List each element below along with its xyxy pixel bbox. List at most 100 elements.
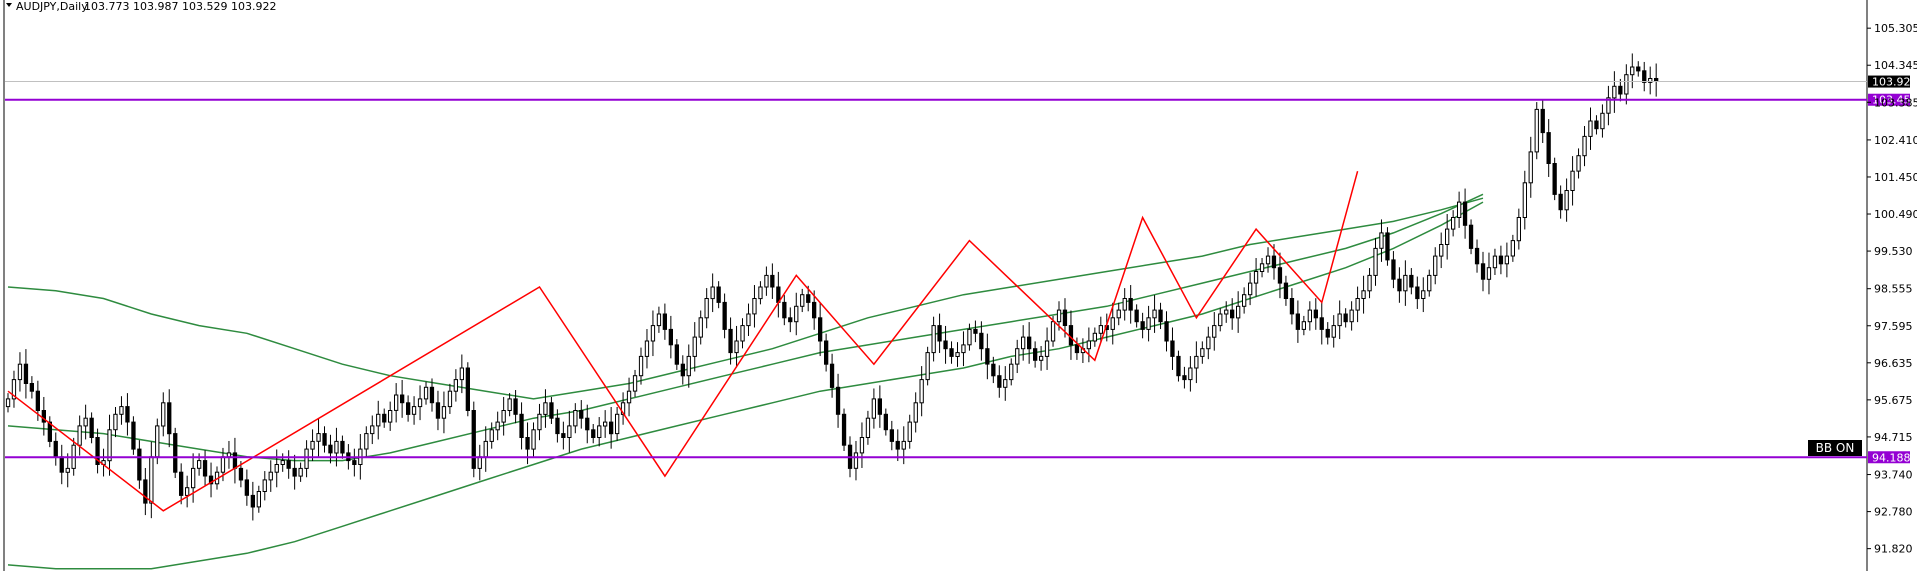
candle-body bbox=[1409, 274, 1414, 288]
candle-body bbox=[137, 448, 142, 481]
candle-body bbox=[501, 410, 506, 423]
candle bbox=[1253, 258, 1259, 297]
candle bbox=[1588, 107, 1593, 150]
candle-body bbox=[83, 417, 88, 427]
collapse-triangle-icon[interactable] bbox=[6, 3, 12, 7]
candle bbox=[1194, 341, 1199, 384]
candle-body bbox=[567, 425, 572, 438]
candle-body bbox=[1528, 151, 1533, 184]
candle bbox=[406, 395, 411, 422]
candle bbox=[794, 292, 799, 336]
candle-body bbox=[1439, 244, 1444, 257]
candle bbox=[400, 379, 405, 418]
candlesticks bbox=[5, 53, 1659, 521]
candle-body bbox=[1307, 309, 1312, 323]
candle-body bbox=[143, 479, 148, 504]
candle-body bbox=[877, 398, 883, 415]
candle-body bbox=[35, 390, 41, 412]
candle-body bbox=[955, 352, 960, 358]
y-tick-label: 104.345 bbox=[1874, 59, 1917, 72]
current-price-box bbox=[1868, 75, 1910, 88]
candle-body bbox=[919, 379, 924, 404]
candle-body bbox=[543, 402, 548, 415]
candle bbox=[907, 414, 912, 449]
candle-body bbox=[1648, 78, 1653, 83]
candle bbox=[95, 428, 100, 474]
candle bbox=[1546, 119, 1551, 177]
candle bbox=[1313, 298, 1318, 330]
candle bbox=[179, 463, 184, 505]
candle bbox=[1110, 302, 1115, 345]
candle bbox=[1289, 288, 1295, 325]
candle-body bbox=[453, 379, 459, 392]
candle-body bbox=[1277, 267, 1283, 284]
candle-body bbox=[334, 440, 339, 454]
candle-body bbox=[1349, 309, 1354, 323]
candle-body bbox=[1552, 163, 1557, 195]
candle bbox=[937, 313, 942, 353]
candle bbox=[1182, 366, 1187, 389]
candle bbox=[1624, 64, 1629, 105]
candle bbox=[1224, 301, 1229, 323]
candle bbox=[423, 381, 429, 405]
candle-body bbox=[638, 355, 644, 377]
candle-body bbox=[1230, 309, 1235, 319]
y-tick-label: 103.385 bbox=[1874, 96, 1917, 109]
candle bbox=[262, 471, 267, 501]
candle-body bbox=[1433, 255, 1438, 276]
candle-body bbox=[1116, 309, 1121, 319]
candle-body bbox=[370, 425, 375, 435]
candle-body bbox=[561, 433, 566, 439]
candle-body bbox=[268, 471, 273, 481]
candle bbox=[1534, 102, 1539, 160]
candle bbox=[1570, 156, 1575, 206]
candle-body bbox=[1212, 325, 1217, 338]
candle-body bbox=[1056, 309, 1062, 323]
candle bbox=[23, 349, 29, 399]
candle-body bbox=[113, 413, 118, 431]
y-tick-label: 93.740 bbox=[1874, 469, 1913, 482]
candle bbox=[250, 481, 255, 521]
candle bbox=[322, 426, 327, 453]
candle bbox=[1349, 301, 1354, 331]
candle-body bbox=[1445, 228, 1450, 246]
candle bbox=[107, 414, 112, 476]
candle bbox=[949, 341, 954, 364]
candle bbox=[1265, 247, 1271, 273]
candle bbox=[555, 409, 560, 443]
candle-body bbox=[668, 328, 674, 346]
candle-body bbox=[95, 437, 100, 465]
candle-body bbox=[1044, 340, 1050, 357]
candle bbox=[459, 354, 465, 394]
candle-body bbox=[901, 440, 906, 450]
candle bbox=[394, 383, 399, 423]
candle bbox=[537, 403, 542, 441]
candle-body bbox=[495, 421, 500, 431]
candle bbox=[722, 293, 727, 339]
candle bbox=[1648, 66, 1653, 95]
candle bbox=[113, 407, 118, 438]
candle-body bbox=[5, 398, 11, 408]
candle bbox=[591, 423, 596, 444]
candle-body bbox=[238, 467, 244, 481]
candle-body bbox=[925, 352, 930, 381]
candle bbox=[352, 448, 357, 477]
candle-body bbox=[979, 332, 984, 350]
candle bbox=[1492, 248, 1498, 275]
candle-body bbox=[352, 460, 357, 466]
bb-on-badge[interactable]: BB ON bbox=[1808, 440, 1862, 456]
candle bbox=[1039, 346, 1044, 371]
candle-body bbox=[1600, 112, 1605, 130]
candle bbox=[1259, 258, 1265, 278]
candle bbox=[758, 281, 763, 305]
candle bbox=[626, 377, 632, 417]
candle bbox=[615, 407, 620, 441]
candle-body bbox=[1612, 85, 1617, 99]
candle bbox=[417, 385, 423, 421]
candle bbox=[370, 415, 375, 445]
candle-body bbox=[895, 440, 900, 450]
candle bbox=[835, 373, 841, 428]
candle-body bbox=[674, 344, 680, 365]
candle-body bbox=[1110, 317, 1115, 330]
